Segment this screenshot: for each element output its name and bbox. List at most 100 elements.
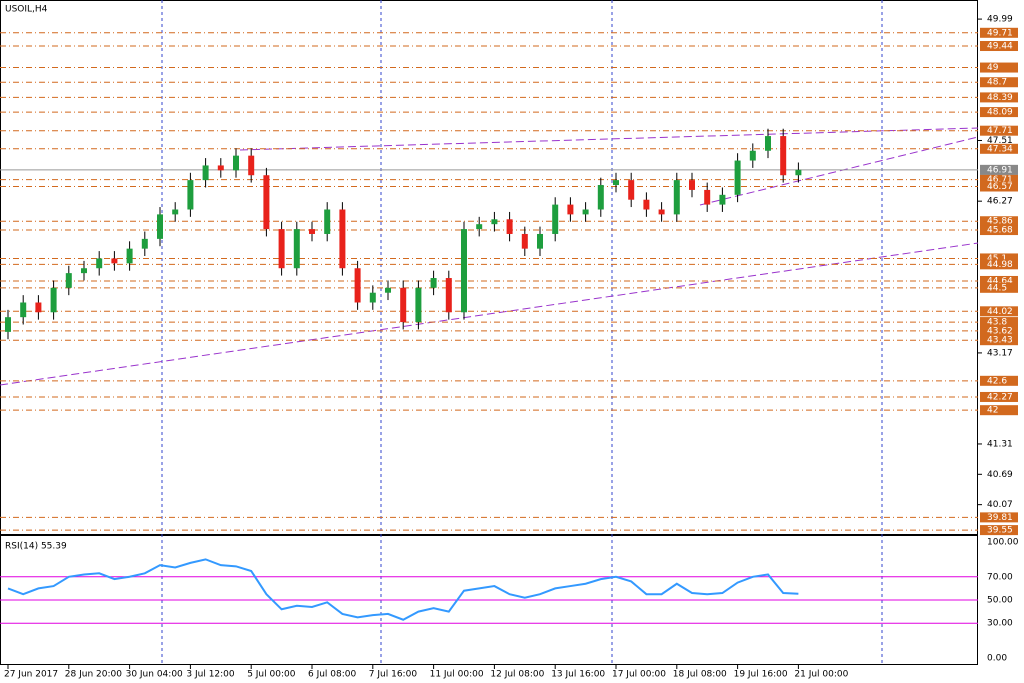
candle-body [780,136,787,176]
level-label: 43.43 [987,336,1013,346]
level-label-bg [980,225,1018,236]
candle-body [658,209,665,215]
level-label: 49.44 [987,42,1013,52]
level-label-bg [980,405,1018,416]
candle-body [217,165,224,171]
rsi-tick-label: 70.00 [987,572,1013,582]
candle-body [764,136,771,151]
level-label-bg [980,317,1018,328]
x-tick-label: 28 Jun 20:00 [65,670,122,680]
chart-title: USOIL,H4 [5,5,48,15]
level-label: 48.7 [987,78,1007,88]
candle-body [704,189,711,205]
candle-body [35,302,42,313]
level-label: 45.86 [987,217,1013,227]
level-label: 44.5 [987,283,1007,293]
candle-body [734,160,741,195]
level-label: 49 [987,63,999,73]
level-label: 49.71 [987,28,1013,38]
candle-body [536,233,543,249]
x-tick-label: 5 Jul 00:00 [247,670,296,680]
level-label-bg [980,391,1018,402]
level-label-bg [980,306,1018,317]
candle-body [202,165,209,181]
x-tick-label: 18 Jul 08:00 [673,670,727,680]
level-label-bg [980,375,1018,386]
candle-body [232,155,239,171]
level-label: 44.64 [987,276,1013,286]
level-label-bg [980,512,1018,523]
y-tick-label: 46.27 [987,197,1013,207]
level-label: 39.81 [987,513,1013,523]
candle-body [20,302,27,318]
level-label-bg [980,92,1018,103]
candle-body [111,258,118,264]
level-label: 48.09 [987,108,1013,118]
candle-body [552,204,559,234]
candle-body [354,268,361,303]
candle-body [597,185,604,210]
level-label-bg [980,335,1018,346]
candle-body [126,248,133,264]
candle-body [324,209,331,234]
candle-body [369,292,376,303]
y-tick-label: 40.07 [987,500,1013,510]
x-tick-label: 21 Jul 00:00 [794,670,848,680]
level-label-bg [980,275,1018,286]
period-separators [161,0,883,665]
level-label: 44.02 [987,307,1013,317]
candle-body [567,204,574,215]
candle-body [628,180,635,200]
x-tick-label: 17 Jul 00:00 [612,670,666,680]
candle-body [521,233,528,249]
candle-body [430,278,437,288]
level-label-bg [980,107,1018,118]
x-tick-label: 27 Jun 2017 [4,670,58,680]
level-label: 45.1 [987,254,1007,264]
candle-body [445,278,452,313]
level-label: 43.62 [987,326,1013,336]
y-tick-label: 40.69 [987,470,1013,480]
candle-body [673,180,680,215]
x-tick-label: 3 Jul 12:00 [186,670,235,680]
candle-body [643,199,650,210]
level-label-bg [980,325,1018,336]
y-tick-label: 47.51 [987,136,1013,146]
level-label-bg [980,181,1018,192]
level-label: 47.34 [987,144,1013,154]
rsi-title: RSI(14) 55.39 [5,542,67,552]
rsi-tick-label: 100.00 [987,537,1019,547]
candle-body [688,180,695,190]
level-label: 47.71 [987,126,1013,136]
level-label-bg [980,253,1018,264]
x-tick-label: 30 Jun 04:00 [126,670,183,680]
level-label-bg [980,259,1018,270]
rsi-tick-label: 50.00 [987,596,1013,606]
price-panel [0,0,978,535]
level-label-bg [980,216,1018,227]
level-label: 42.27 [987,392,1013,402]
candle-body [460,229,467,313]
level-label: 42.6 [987,376,1007,386]
level-label: 44.98 [987,260,1013,270]
candle-body [187,180,194,210]
y-tick-label: 43.17 [987,348,1013,358]
last-price-bg [980,164,1018,175]
candle-body [795,169,802,176]
level-label: 46.57 [987,182,1013,192]
level-label: 46.71 [987,175,1013,185]
candle-body [65,273,72,288]
level-label-bg [980,125,1018,136]
level-label: 43.8 [987,318,1007,328]
x-tick-label: 12 Jul 08:00 [490,670,544,680]
level-label-bg [980,41,1018,52]
level-label: 45.68 [987,226,1013,236]
x-tick-label: 6 Jul 08:00 [308,670,357,680]
x-tick-label: 11 Jul 00:00 [430,670,484,680]
level-label-bg [980,525,1018,536]
x-tick-label: 7 Jul 16:00 [369,670,418,680]
candle-body [749,150,756,161]
trendlines [0,127,979,386]
level-label-bg [980,77,1018,88]
candle-body [50,287,57,313]
